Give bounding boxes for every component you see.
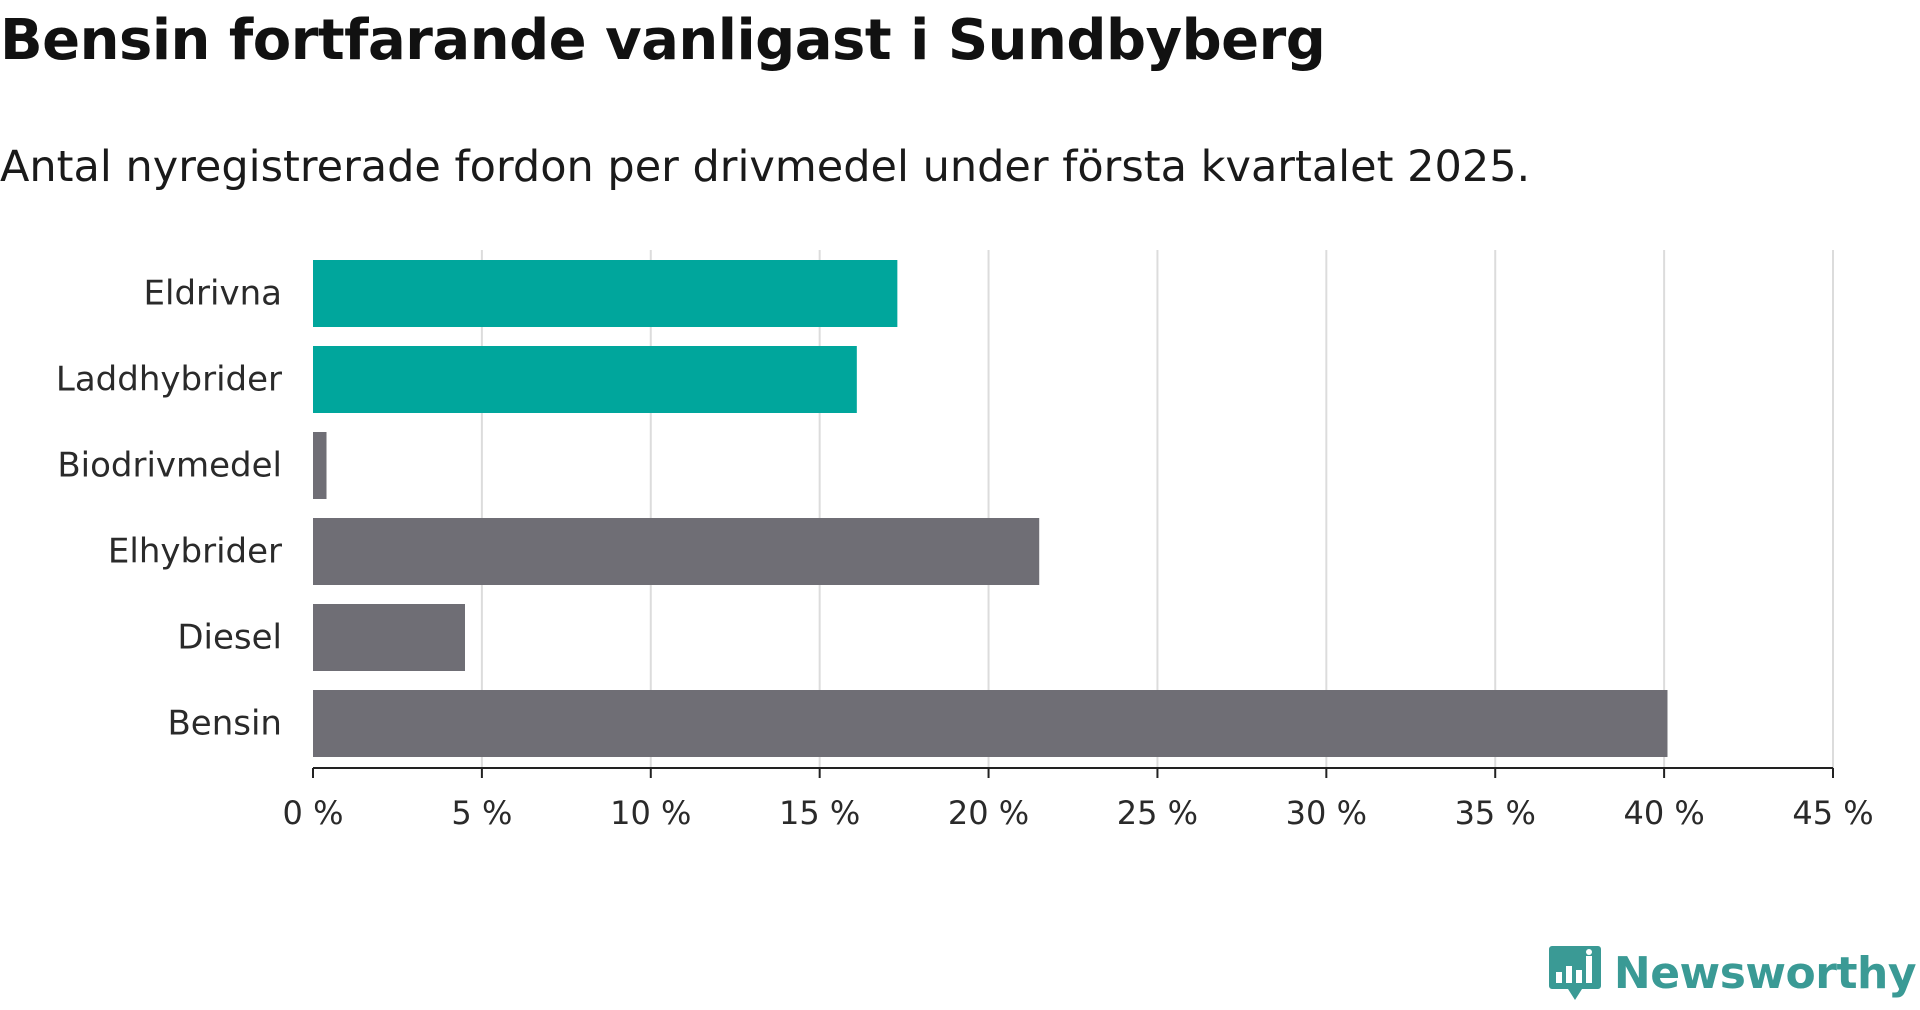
bar-diesel [313, 604, 465, 671]
bars [313, 260, 1668, 757]
x-tick-label: 30 % [1286, 794, 1367, 832]
category-label: Biodrivmedel [57, 446, 282, 486]
bar-eldrivna [313, 260, 898, 327]
brand-logo: Newsworthy [1548, 938, 1917, 1008]
bar-chart: Eldrivna Laddhybrider Biodrivmedel Elhybrid… [56, 250, 1874, 832]
chart-title: Bensin fortfarande vanligast i Sundbyber… [0, 8, 1326, 73]
grid-lines [480, 250, 1834, 768]
x-tick-label: 40 % [1623, 794, 1704, 832]
newsworthy-logo-icon [1548, 946, 1601, 1000]
chart-subtitle: Antal nyregistrerade fordon per drivmede… [0, 142, 1531, 192]
category-label: Elhybrider [108, 532, 282, 572]
bar-laddhybrider [313, 346, 857, 413]
x-tick-label: 5 % [451, 794, 512, 832]
x-axis: 0 % 5 % 10 % 15 % 20 % 25 % 30 % 35 % 40 % 45 % [283, 767, 1874, 832]
category-label: Diesel [177, 618, 282, 658]
category-labels: Eldrivna Laddhybrider Biodrivmedel Elhybrid… [56, 274, 282, 744]
x-tick-label: 0 % [283, 794, 344, 832]
category-label: Bensin [167, 704, 282, 744]
x-tick-label: 35 % [1455, 794, 1536, 832]
x-tick-label: 15 % [779, 794, 860, 832]
x-tick-label: 10 % [610, 794, 691, 832]
bar-elhybrider [313, 518, 1040, 585]
x-tick-label: 20 % [948, 794, 1029, 832]
x-tick-label: 45 % [1792, 794, 1873, 832]
category-label: Laddhybrider [56, 360, 282, 400]
bar-biodrivmedel [313, 432, 327, 499]
brand-name: Newsworthy [1613, 947, 1917, 999]
x-tick-label: 25 % [1117, 794, 1198, 832]
category-label: Eldrivna [144, 274, 282, 314]
bar-bensin [313, 690, 1668, 757]
